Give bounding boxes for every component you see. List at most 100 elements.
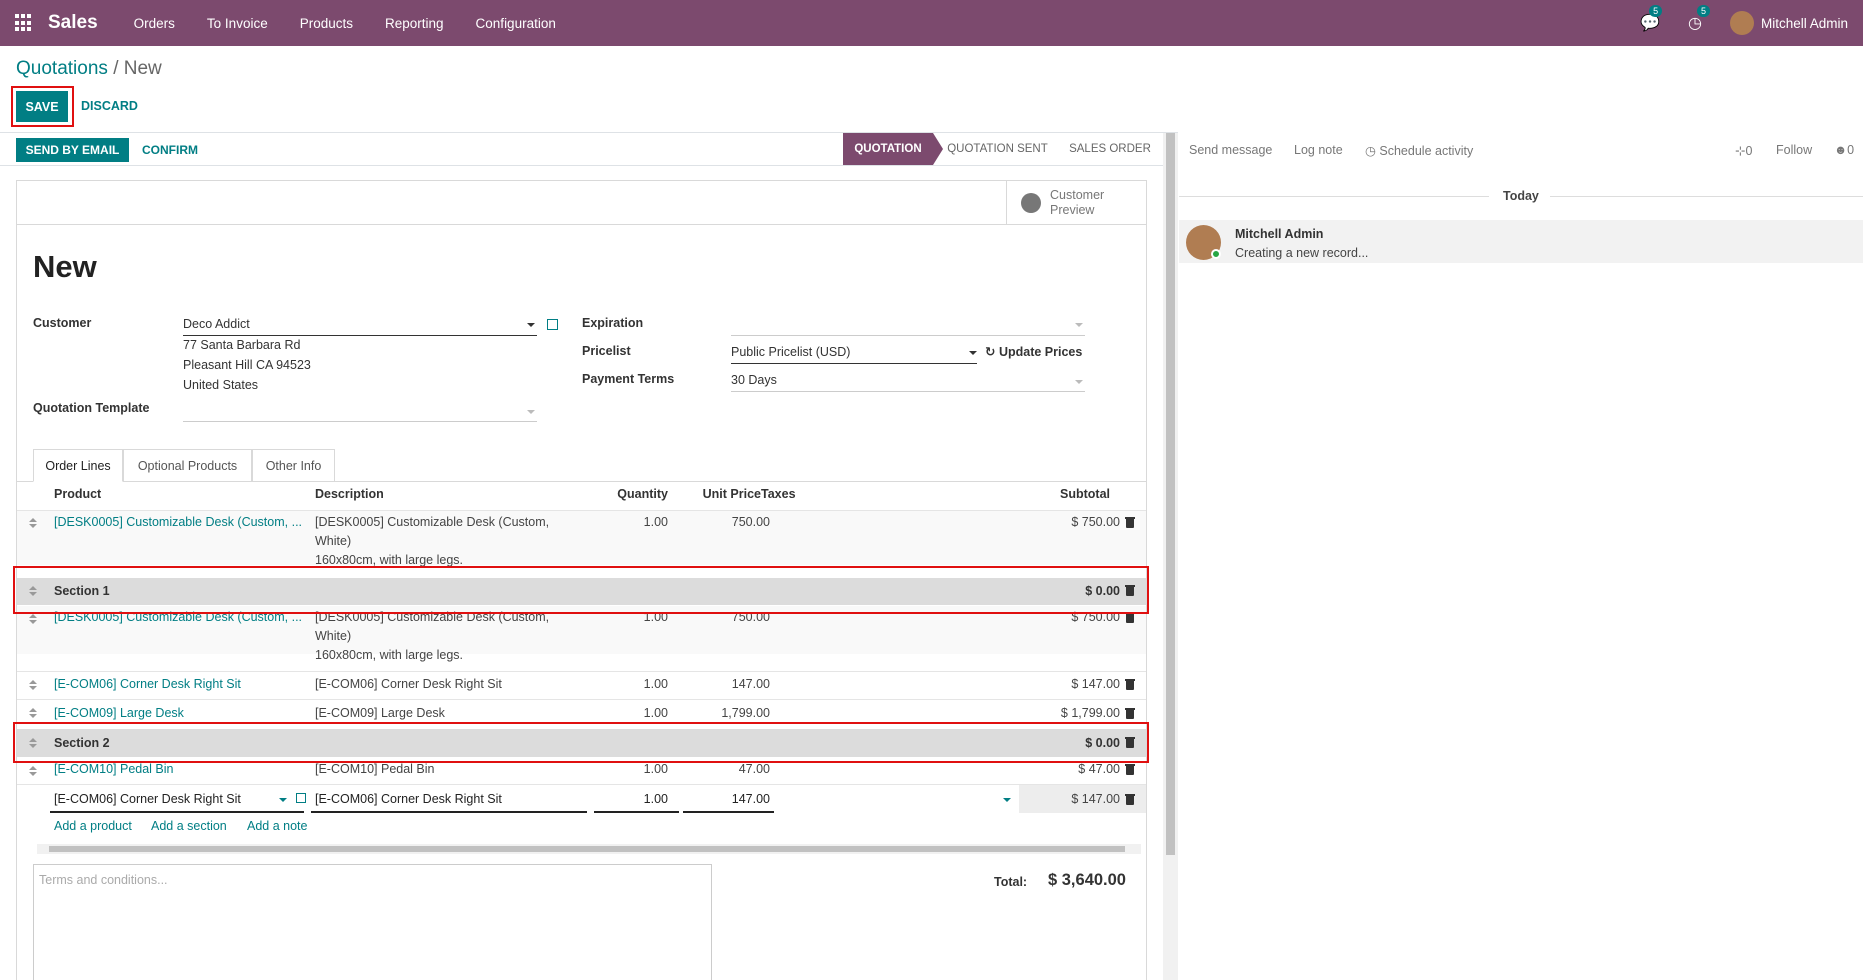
schedule-activity-button[interactable]: ◷ Schedule activity (1365, 144, 1474, 158)
message-author[interactable]: Mitchell Admin (1235, 227, 1324, 241)
user-avatar[interactable] (1729, 11, 1754, 35)
vertical-scrollbar[interactable] (1163, 133, 1178, 980)
attachments-button[interactable]: ⊹0 (1735, 143, 1752, 158)
trash-icon[interactable] (1125, 764, 1135, 775)
menu-to-invoice[interactable]: To Invoice (206, 15, 268, 31)
row-description[interactable]: [E-COM10] Pedal Bin (315, 762, 435, 776)
row-subtotal: $ 147.00 (1071, 677, 1120, 691)
table-row[interactable] (17, 606, 1146, 654)
row-description[interactable]: [E-COM09] Large Desk (315, 706, 445, 720)
row-quantity[interactable]: 1.00 (643, 515, 668, 529)
chevron-down-icon[interactable] (527, 323, 535, 327)
row-description[interactable]: [E-COM06] Corner Desk Right Sit (315, 677, 502, 691)
col-taxes[interactable]: Taxes (761, 487, 796, 501)
activities-icon[interactable]: ◷ 5 (1688, 5, 1710, 33)
external-link-icon[interactable] (296, 793, 306, 803)
customer-input[interactable]: Deco Addict (183, 317, 250, 331)
tab-order-lines[interactable]: Order Lines (33, 449, 123, 482)
discard-button[interactable]: DISCARD (81, 99, 138, 113)
add-note-link[interactable]: Add a note (247, 819, 308, 833)
drag-handle-icon[interactable] (29, 766, 37, 776)
terms-and-conditions-input[interactable]: Terms and conditions... (33, 864, 712, 980)
chevron-down-icon[interactable] (279, 798, 287, 802)
send-message-button[interactable]: Send message (1189, 143, 1273, 157)
log-note-button[interactable]: Log note (1294, 143, 1343, 157)
row-quantity[interactable]: 1.00 (643, 706, 668, 720)
messages-icon[interactable]: 💬 5 (1640, 5, 1663, 33)
follow-button[interactable]: Follow (1776, 143, 1813, 157)
menu-reporting[interactable]: Reporting (385, 15, 444, 31)
row-description[interactable]: [DESK0005] Customizable Desk (Custom, (315, 515, 550, 529)
row-unit-price[interactable]: 750.00 (731, 515, 770, 529)
trash-icon[interactable] (1125, 679, 1135, 690)
drag-handle-icon[interactable] (29, 614, 37, 624)
trash-icon[interactable] (1125, 794, 1135, 805)
row-product[interactable]: [DESK0005] Customizable Desk (Custom, ..… (54, 515, 303, 529)
row-product[interactable]: [E-COM06] Corner Desk Right Sit (54, 677, 241, 691)
trash-icon[interactable] (1125, 585, 1135, 596)
send-by-email-button[interactable]: SEND BY EMAIL (16, 138, 129, 162)
stage-quotation[interactable]: QUOTATION (843, 133, 933, 165)
payment-terms-input[interactable]: 30 Days (731, 373, 777, 387)
row-quantity[interactable]: 1.00 (643, 677, 668, 691)
drag-handle-icon[interactable] (29, 680, 37, 690)
update-prices-button[interactable]: ↻ Update Prices (985, 345, 1083, 359)
row-unit-price[interactable]: 147.00 (731, 677, 770, 691)
row-unit-price[interactable]: 47.00 (738, 762, 770, 776)
stage-quotation-sent[interactable]: QUOTATION SENT (947, 143, 1048, 155)
chevron-down-icon[interactable] (1075, 380, 1083, 384)
customer-preview-button[interactable]: Customer Preview (1006, 181, 1146, 224)
tab-optional-products[interactable]: Optional Products (123, 449, 252, 482)
stage-sales-order[interactable]: SALES ORDER (1069, 143, 1151, 155)
trash-icon[interactable] (1125, 708, 1135, 719)
trash-icon[interactable] (1125, 737, 1135, 748)
menu-orders[interactable]: Orders (133, 15, 175, 31)
section-name[interactable]: Section 1 (54, 584, 110, 598)
table-row[interactable] (17, 511, 1146, 565)
user-name[interactable]: Mitchell Admin (1760, 15, 1848, 31)
confirm-button[interactable]: CONFIRM (142, 143, 198, 157)
section-row[interactable] (17, 729, 1146, 757)
drag-handle-icon[interactable] (29, 586, 37, 596)
row-quantity[interactable]: 1.00 (643, 762, 668, 776)
row-product[interactable]: [E-COM10] Pedal Bin (54, 762, 174, 776)
divider (0, 132, 1178, 133)
row-product-input[interactable]: [E-COM06] Corner Desk Right Sit (54, 792, 241, 806)
col-product[interactable]: Product (54, 487, 102, 501)
row-unit-price[interactable]: 1,799.00 (721, 706, 770, 720)
followers-button[interactable]: ☻0 (1834, 143, 1854, 157)
trash-icon[interactable] (1125, 612, 1135, 623)
col-description[interactable]: Description (315, 487, 384, 501)
row-description-input[interactable]: [E-COM06] Corner Desk Right Sit (315, 792, 502, 806)
col-quantity[interactable]: Quantity (617, 487, 668, 501)
add-product-link[interactable]: Add a product (54, 819, 132, 833)
trash-icon[interactable] (1125, 517, 1135, 528)
chevron-down-icon[interactable] (1003, 798, 1011, 802)
section-name[interactable]: Section 2 (54, 736, 110, 750)
row-product[interactable]: [E-COM09] Large Desk (54, 706, 184, 720)
chevron-down-icon[interactable] (1075, 323, 1083, 327)
col-unit-price[interactable]: Unit Price (702, 487, 761, 501)
drag-handle-icon[interactable] (29, 518, 37, 528)
pricelist-input[interactable]: Public Pricelist (USD) (731, 345, 851, 359)
apps-menu-icon[interactable] (15, 14, 33, 32)
save-button[interactable]: SAVE (16, 91, 68, 122)
quotation-template-input[interactable] (183, 421, 537, 422)
menu-configuration[interactable]: Configuration (475, 15, 556, 31)
expiration-input[interactable] (731, 335, 1085, 336)
drag-handle-icon[interactable] (29, 738, 37, 748)
row-unit-price-input[interactable]: 147.00 (731, 792, 770, 806)
menu-products[interactable]: Products (299, 15, 353, 31)
horizontal-scrollbar[interactable] (37, 844, 1141, 854)
chevron-down-icon[interactable] (969, 351, 977, 355)
app-name[interactable]: Sales (48, 12, 98, 33)
col-subtotal[interactable]: Subtotal (1060, 487, 1110, 501)
tab-other-info[interactable]: Other Info (252, 449, 335, 482)
drag-handle-icon[interactable] (29, 708, 37, 718)
external-link-icon[interactable] (547, 319, 558, 330)
add-section-link[interactable]: Add a section (151, 819, 227, 833)
chevron-down-icon[interactable] (527, 410, 535, 414)
breadcrumb-parent[interactable]: Quotations (16, 58, 108, 79)
section-row[interactable] (17, 578, 1146, 605)
row-quantity-input[interactable]: 1.00 (643, 792, 668, 806)
